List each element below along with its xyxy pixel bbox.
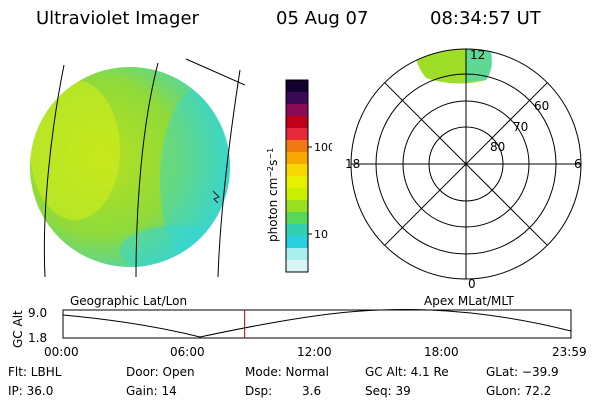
altitude-plot-frame xyxy=(62,309,572,339)
altitude-axis-label: GC Alt xyxy=(11,310,25,348)
dim-region-lower xyxy=(120,225,230,267)
glon-info: GLon: 72.2 xyxy=(486,384,552,398)
seq-info: Seq: 39 xyxy=(365,384,411,398)
geographic-panel-title: Geographic Lat/Lon xyxy=(70,294,188,308)
geographic-image-panel xyxy=(30,58,245,278)
filter-info: Flt: LBHL xyxy=(8,365,62,379)
instrument-title: Ultraviolet Imager xyxy=(36,8,199,29)
ip-info: IP: 36.0 xyxy=(8,384,54,398)
lat-label-80: 80 xyxy=(490,140,505,154)
dsp-label: Dsp: xyxy=(245,384,273,398)
time-tick: 23:59 xyxy=(552,345,587,359)
date-label: 05 Aug 07 xyxy=(276,8,369,29)
gc-alt-info: GC Alt: 4.1 Re xyxy=(365,365,449,379)
auroral-data-patch-edge xyxy=(466,49,493,82)
time-tick: 18:00 xyxy=(424,345,459,359)
altitude-ymin: 1.8 xyxy=(28,331,47,345)
lat-label-60: 60 xyxy=(534,99,549,113)
longitude-line xyxy=(135,62,159,278)
polar-mlat-mlt-plot: 12 6 0 18 60 70 80 xyxy=(345,48,582,291)
mlt-label-top: 12 xyxy=(470,48,485,62)
glat-info: GLat: −39.9 xyxy=(486,365,559,379)
bright-region xyxy=(30,80,120,220)
dsp-value: 3.6 xyxy=(302,384,322,398)
longitude-line xyxy=(43,64,65,278)
sun-glint-icon xyxy=(212,190,220,204)
door-info: Door: Open xyxy=(126,365,195,379)
mlt-label-left: 18 xyxy=(345,157,360,171)
color-scale-bar: photon cm−2s−1 100 10 xyxy=(266,79,332,273)
mlt-label-right: 6 xyxy=(574,157,582,171)
altitude-ymax: 9.0 xyxy=(28,306,47,320)
color-scale-gradient xyxy=(285,79,309,273)
latitude-line xyxy=(185,58,245,86)
time-label: 08:34:57 UT xyxy=(430,8,541,29)
altitude-curve xyxy=(62,309,572,338)
mode-info: Mode: Normal xyxy=(245,365,329,379)
color-scale-tick: 100 xyxy=(314,141,332,154)
altitude-strip-chart: GC Alt 9.0 1.8 xyxy=(11,306,572,348)
time-tick: 12:00 xyxy=(297,345,332,359)
gain-info: Gain: 14 xyxy=(126,384,177,398)
time-tick: 06:00 xyxy=(170,345,205,359)
mlt-label-bottom: 0 xyxy=(468,277,476,291)
longitude-line xyxy=(217,69,241,278)
lat-label-70: 70 xyxy=(513,120,528,134)
color-scale-unit: photon cm−2s−1 xyxy=(266,148,280,242)
meridian-diagonal xyxy=(384,82,548,246)
time-tick: 00:00 xyxy=(44,345,79,359)
apex-panel-title: Apex MLat/MLT xyxy=(424,294,514,308)
color-scale-tick: 10 xyxy=(314,228,328,241)
